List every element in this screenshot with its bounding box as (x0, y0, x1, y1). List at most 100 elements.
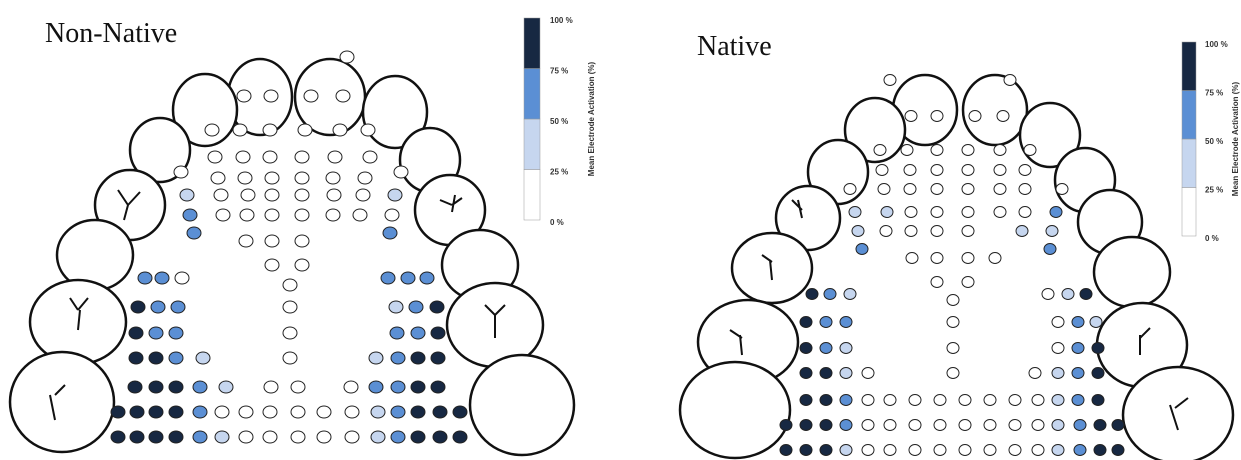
legend-title: Mean Electrode Activation (%) (1231, 81, 1240, 196)
electrode (137, 271, 153, 285)
electrode (996, 110, 1010, 122)
electrode (335, 89, 351, 103)
legend-tick-label: 100 % (1205, 40, 1228, 49)
electrode (908, 444, 922, 456)
legend-swatch (1181, 138, 1197, 188)
panel-title: Non-Native (45, 18, 177, 49)
electrode (779, 419, 793, 431)
electrode (861, 367, 875, 379)
electrode (316, 405, 332, 419)
electrode (325, 171, 341, 185)
electrode (958, 394, 972, 406)
electrode (861, 419, 875, 431)
electrode (903, 164, 917, 176)
electrode (297, 123, 313, 137)
electrode (1091, 342, 1105, 354)
electrode (900, 144, 914, 156)
electrode (958, 444, 972, 456)
electrode (148, 405, 164, 419)
electrode (799, 419, 813, 431)
electrode (282, 300, 298, 314)
electrode (128, 351, 144, 365)
electrode (988, 252, 1002, 264)
electrode (192, 405, 208, 419)
electrode (235, 150, 251, 164)
legend-tick-label: 100 % (550, 16, 573, 25)
electrode (393, 165, 409, 179)
electrode (294, 258, 310, 272)
electrode (839, 394, 853, 406)
electrode (452, 405, 468, 419)
electrode (1018, 206, 1032, 218)
electrode (370, 405, 386, 419)
electrode (1003, 74, 1017, 86)
legend-tick-label: 25 % (1205, 186, 1223, 195)
electrode (429, 300, 445, 314)
electrode (410, 380, 426, 394)
legend-tick-label: 75 % (550, 67, 568, 76)
electrode (930, 110, 944, 122)
electrode (1111, 444, 1125, 456)
electrode (861, 444, 875, 456)
electrode (819, 367, 833, 379)
electrode (961, 164, 975, 176)
electrode (1051, 419, 1065, 431)
electrode (1051, 394, 1065, 406)
electrode (370, 430, 386, 444)
legend-swatch (523, 118, 541, 170)
electrode (1071, 367, 1085, 379)
electrode (961, 206, 975, 218)
electrode (215, 208, 231, 222)
electrode (419, 271, 435, 285)
electrode (148, 351, 164, 365)
electrode (339, 50, 355, 64)
electrode (930, 276, 944, 288)
electrode (343, 380, 359, 394)
electrode (961, 144, 975, 156)
electrode (930, 225, 944, 237)
electrode (430, 326, 446, 340)
electrode (214, 430, 230, 444)
electrode (389, 326, 405, 340)
electrode (823, 288, 837, 300)
electrode (263, 89, 279, 103)
electrode (839, 419, 853, 431)
electrode (344, 430, 360, 444)
electrode (1051, 367, 1065, 379)
electrode (930, 183, 944, 195)
electrode (933, 394, 947, 406)
electrode (294, 150, 310, 164)
electrode (294, 208, 310, 222)
electrode (799, 367, 813, 379)
electrode (410, 326, 426, 340)
electrode (873, 144, 887, 156)
electrode (332, 123, 348, 137)
electrode (192, 380, 208, 394)
electrode (390, 380, 406, 394)
teeth (8, 57, 1235, 460)
electrode (290, 405, 306, 419)
electrode (843, 288, 857, 300)
electrode (325, 208, 341, 222)
electrode (1071, 342, 1085, 354)
electrode (148, 430, 164, 444)
electrode (382, 226, 398, 240)
electrode (961, 276, 975, 288)
electrode (262, 405, 278, 419)
electrode (946, 294, 960, 306)
electrode (839, 367, 853, 379)
electrode (410, 430, 426, 444)
electrode (904, 110, 918, 122)
electrode (360, 123, 376, 137)
electrode (1051, 444, 1065, 456)
electrode (352, 208, 368, 222)
electrode (1008, 444, 1022, 456)
electrode (430, 351, 446, 365)
electrode (264, 188, 280, 202)
electrode (880, 206, 894, 218)
electrode (879, 225, 893, 237)
electrode (861, 394, 875, 406)
electrode (168, 351, 184, 365)
electrode (946, 342, 960, 354)
electrode (1028, 367, 1042, 379)
